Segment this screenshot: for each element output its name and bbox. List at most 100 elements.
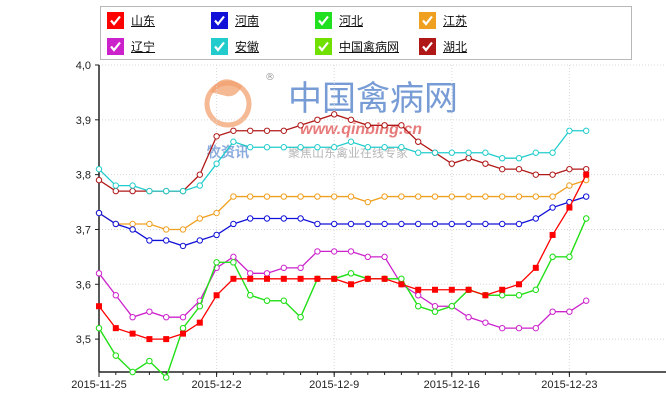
data-point: [263, 193, 271, 200]
data-point: [314, 193, 321, 200]
data-point: [364, 144, 371, 151]
y-tick-label: 3,6: [76, 279, 91, 291]
data-point: [146, 336, 153, 343]
data-point: [263, 127, 271, 134]
data-point: [297, 215, 304, 222]
legend-item[interactable]: 辽宁: [107, 36, 155, 56]
series-2: [95, 193, 590, 250]
data-point: [432, 286, 438, 293]
data-point: [280, 264, 287, 272]
data-point: [314, 220, 321, 228]
data-point: [448, 149, 455, 156]
watermark-site-name: 中国禽病网: [288, 79, 458, 119]
data-point: [347, 116, 355, 124]
data-point: [448, 193, 455, 200]
legend-label[interactable]: 江苏: [443, 13, 468, 28]
data-point: [532, 324, 539, 332]
data-point: [129, 313, 136, 321]
legend-item[interactable]: 中国禽病网: [315, 36, 399, 56]
y-tick-label: 4,0: [76, 60, 91, 72]
data-point: [431, 220, 439, 228]
data-point: [448, 303, 455, 310]
data-point: [247, 144, 254, 151]
data-point: [532, 171, 539, 178]
data-point: [297, 264, 304, 272]
legend-label[interactable]: 河北: [339, 13, 364, 28]
data-point: [364, 253, 371, 261]
data-point: [196, 319, 203, 326]
checkbox-icon[interactable]: [211, 37, 228, 55]
data-point: [146, 237, 153, 244]
data-point: [431, 303, 439, 310]
data-point: [331, 144, 338, 151]
data-point: [297, 275, 304, 282]
data-point: [482, 160, 489, 167]
x-tick-label: 2015-12-2: [192, 379, 242, 391]
data-point: [112, 182, 120, 189]
data-point: [499, 165, 506, 173]
checkbox-icon[interactable]: [211, 11, 228, 29]
data-point: [532, 286, 539, 293]
data-point: [515, 220, 523, 228]
legend-label[interactable]: 山东: [131, 13, 156, 28]
data-point: [347, 220, 355, 228]
data-point: [331, 275, 338, 282]
data-point: [398, 281, 405, 288]
data-point: [415, 138, 422, 145]
data-point: [314, 275, 321, 282]
series-line: [98, 195, 587, 247]
data-point: [398, 275, 405, 283]
data-point: [230, 275, 237, 282]
data-point: [95, 270, 103, 277]
data-point: [499, 292, 506, 299]
checkbox-icon[interactable]: [419, 11, 436, 29]
chart-legend: 山东 河南 河北 江苏辽宁 安徽 中国禽病网 湖北: [100, 6, 632, 60]
data-point: [163, 374, 170, 381]
data-point: [583, 165, 590, 173]
legend-label[interactable]: 中国禽病网: [339, 39, 400, 54]
data-point: [179, 226, 187, 233]
data-point: [549, 149, 556, 156]
legend-item[interactable]: 安徽: [211, 36, 259, 56]
data-point: [263, 270, 271, 277]
series-line: [98, 179, 587, 231]
data-point: [314, 144, 321, 151]
legend-label[interactable]: 辽宁: [131, 39, 156, 54]
checkbox-icon[interactable]: [315, 11, 332, 29]
legend-item[interactable]: 河北: [315, 10, 363, 30]
checkbox-icon[interactable]: [315, 37, 332, 55]
data-point: [112, 325, 119, 332]
data-point: [196, 237, 204, 244]
data-point: [398, 122, 405, 129]
data-point: [465, 286, 472, 293]
data-point: [196, 171, 204, 178]
data-point: [465, 193, 472, 200]
legend-item[interactable]: 湖北: [419, 36, 467, 56]
data-point: [163, 237, 170, 244]
data-point: [398, 220, 405, 228]
legend-label[interactable]: 湖北: [443, 39, 468, 54]
data-point: [398, 193, 405, 200]
data-point: [431, 193, 439, 200]
legend-label[interactable]: 安徽: [235, 39, 260, 54]
data-point: [146, 187, 153, 195]
data-point: [499, 220, 506, 228]
data-point: [179, 324, 187, 332]
legend-label[interactable]: 河南: [235, 13, 260, 28]
checkbox-icon[interactable]: [419, 37, 436, 55]
data-point: [264, 275, 270, 282]
data-point: [331, 220, 338, 228]
data-point: [129, 330, 136, 337]
legend-item[interactable]: 江苏: [419, 10, 467, 30]
data-point: [247, 270, 254, 277]
checkbox-icon[interactable]: [107, 11, 124, 29]
data-point: [515, 292, 523, 299]
legend-item[interactable]: 山东: [107, 10, 155, 30]
checkbox-icon[interactable]: [107, 37, 124, 55]
legend-item[interactable]: 河南: [211, 10, 259, 30]
data-point: [348, 281, 354, 288]
data-point: [297, 122, 304, 129]
data-point: [465, 220, 472, 228]
data-point: [448, 220, 455, 228]
